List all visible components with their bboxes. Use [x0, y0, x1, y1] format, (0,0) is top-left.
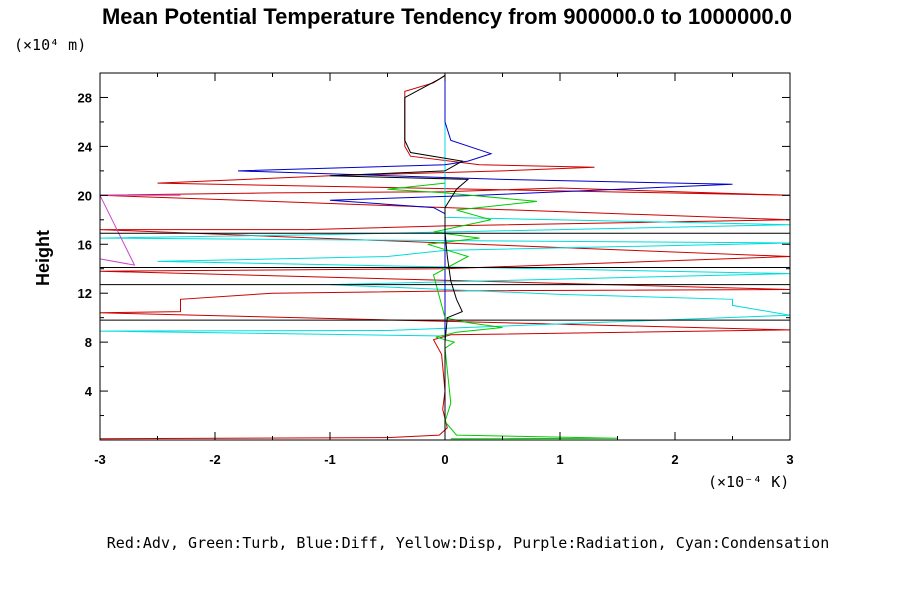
x-tick-label: 1 [556, 452, 563, 467]
series-layer [100, 74, 790, 440]
y-axis: 4 8 12 16 20 24 28 [78, 90, 790, 417]
y-tick-label: 16 [78, 237, 92, 252]
legend-text: Red:Adv, Green:Turb, Blue:Diff, Yellow:D… [107, 534, 829, 552]
y-axis-units: (×10⁴ m) [14, 36, 86, 54]
y-tick-label: 8 [85, 335, 92, 350]
x-tick-label: -2 [209, 452, 221, 467]
y-axis-label: Height [33, 230, 53, 286]
series-line-turb-3 [387, 182, 618, 440]
x-tick-label: 3 [786, 452, 793, 467]
series-line-condensation-1 [100, 75, 790, 439]
series-line-diff-2 [237, 75, 733, 439]
x-tick-label: 0 [441, 452, 448, 467]
y-tick-label: 28 [78, 90, 92, 105]
series-line-total-5 [329, 74, 470, 439]
y-tick-label: 4 [85, 384, 93, 399]
x-axis-units: (×10⁻⁴ K) [708, 473, 789, 491]
y-tick-label: 20 [78, 188, 92, 203]
x-tick-label: -3 [94, 452, 106, 467]
x-axis: -3 -2 -1 0 1 2 3 [94, 73, 794, 467]
chart-title: Mean Potential Temperature Tendency from… [102, 4, 792, 29]
y-tick-label: 24 [78, 139, 93, 154]
y-tick-label: 12 [78, 286, 92, 301]
x-tick-label: -1 [324, 452, 336, 467]
series-line-radiation-4 [100, 194, 181, 266]
x-tick-label: 2 [671, 452, 678, 467]
